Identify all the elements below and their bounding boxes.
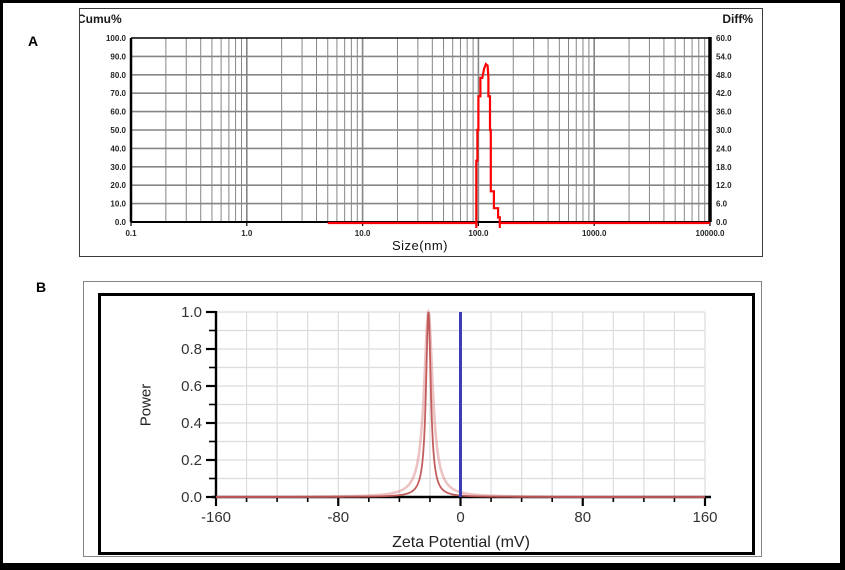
y-tick-label: 0.8 (181, 341, 202, 358)
y-tick-label: 0.0 (181, 489, 202, 506)
cumu-axis-title: Cumu% (79, 12, 122, 26)
panel-a-label: A (28, 33, 39, 49)
x-tick-label: 1.0 (241, 229, 253, 238)
y-tick-label: 0.4 (181, 415, 202, 432)
diff-tick-label: 36.0 (716, 108, 732, 117)
panel-b: -160 -80 0 80 160 1.0 0.8 0.6 0.4 0.2 0.0 Power Ze… (83, 281, 762, 557)
y-tick-label: 0.2 (181, 452, 202, 469)
x-tick-label: 0.1 (125, 229, 137, 238)
power-axis-title: Power (137, 383, 155, 427)
diff-tick-label: 60.0 (716, 34, 732, 43)
cumu-tick-label: 50.0 (110, 126, 126, 135)
zeta-potential-chart: -160 -80 0 80 160 1.0 0.8 0.6 0.4 0.2 0.0 (181, 304, 717, 526)
y-tick-label: 0.6 (181, 378, 202, 395)
cumu-tick-label: 20.0 (110, 181, 126, 190)
x-tick-label: -80 (327, 509, 349, 526)
diff-tick-label: 48.0 (716, 71, 732, 80)
x-tick-label: 0 (456, 509, 464, 526)
cumu-tick-label: 60.0 (110, 108, 126, 117)
diff-tick-label: 30.0 (716, 126, 732, 135)
size-distribution-chart: 0.1 1.0 10.0 100.0 1000.0 10000.0 100.0 90.0 80.… (106, 34, 732, 238)
zeta-axis-title: Zeta Potential (mV) (392, 534, 530, 551)
panel-b-frame (98, 293, 755, 555)
cumu-tick-label: 30.0 (110, 163, 126, 172)
diff-tick-label: 12.0 (716, 181, 732, 190)
size-axis-title: Size(nm) (391, 238, 449, 253)
cumu-tick-label: 100.0 (106, 34, 127, 43)
diff-curve (327, 62, 710, 225)
x-tick-label: 1000.0 (582, 229, 607, 238)
cumu-tick-label: 70.0 (110, 89, 126, 98)
panel-a: Cumu% Diff% 0.1 1.0 10.0 100.0 1000.0 10000.0… (79, 8, 763, 257)
x-tick-label: 100.0 (468, 229, 489, 238)
cumu-tick-label: 0.0 (115, 218, 127, 227)
diff-tick-label: 24.0 (716, 144, 732, 153)
diff-axis-title: Diff% (722, 12, 753, 26)
diff-tick-label: 42.0 (716, 89, 732, 98)
cumu-tick-label: 90.0 (110, 52, 126, 61)
cumu-tick-label: 10.0 (110, 200, 126, 209)
x-tick-label: 10.0 (355, 229, 371, 238)
x-tick-label: -160 (201, 509, 231, 526)
diff-tick-label: 54.0 (716, 52, 732, 61)
panel-b-label: B (36, 279, 47, 295)
x-tick-label: 10000.0 (696, 229, 725, 238)
y-tick-label: 1.0 (181, 304, 202, 321)
x-tick-label: 80 (574, 509, 591, 526)
diff-tick-label: 18.0 (716, 163, 732, 172)
diff-tick-label: 0.0 (716, 218, 728, 227)
cumu-tick-label: 40.0 (110, 144, 126, 153)
cumu-tick-label: 80.0 (110, 71, 126, 80)
diff-tick-label: 6.0 (716, 200, 728, 209)
x-tick-label: 160 (692, 509, 717, 526)
